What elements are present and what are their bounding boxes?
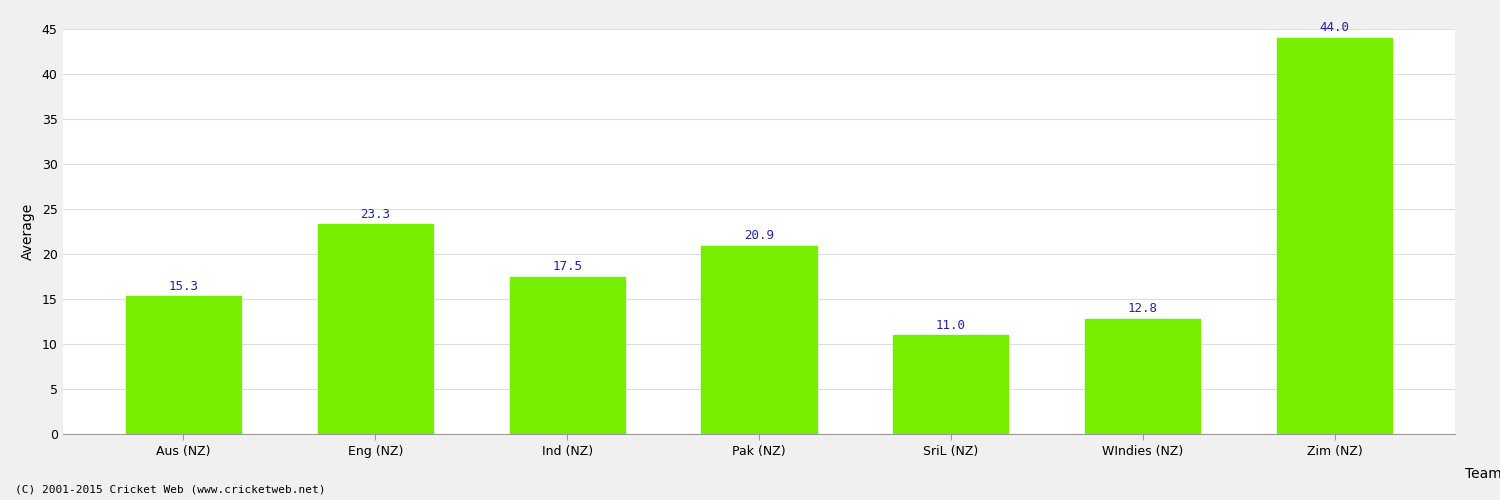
- Bar: [1084, 319, 1200, 434]
- Bar: [126, 296, 242, 434]
- Bar: [702, 246, 816, 434]
- Text: 23.3: 23.3: [360, 208, 390, 220]
- Text: 17.5: 17.5: [552, 260, 582, 273]
- Text: 12.8: 12.8: [1128, 302, 1158, 316]
- Bar: [318, 224, 434, 434]
- Text: 15.3: 15.3: [168, 280, 198, 293]
- Text: 44.0: 44.0: [1320, 21, 1350, 34]
- Bar: [894, 335, 1008, 434]
- Bar: [1276, 38, 1392, 434]
- Text: (C) 2001-2015 Cricket Web (www.cricketweb.net): (C) 2001-2015 Cricket Web (www.cricketwe…: [15, 485, 326, 495]
- Y-axis label: Average: Average: [21, 203, 34, 260]
- X-axis label: Team: Team: [1466, 467, 1500, 481]
- Bar: [510, 276, 624, 434]
- Text: 11.0: 11.0: [936, 318, 966, 332]
- Text: 20.9: 20.9: [744, 230, 774, 242]
